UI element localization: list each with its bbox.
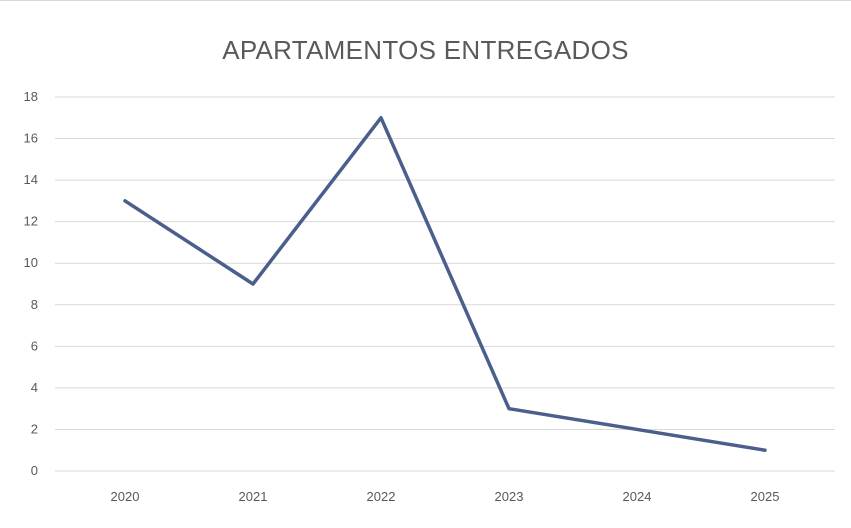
y-tick-label: 18 bbox=[24, 89, 38, 104]
y-tick-label: 6 bbox=[31, 338, 38, 353]
y-tick-label: 0 bbox=[31, 463, 38, 478]
y-tick-label: 16 bbox=[24, 131, 38, 146]
y-tick-label: 10 bbox=[24, 255, 38, 270]
x-tick-label: 2025 bbox=[751, 489, 780, 504]
series-line-0 bbox=[125, 118, 765, 450]
x-tick-label: 2022 bbox=[367, 489, 396, 504]
x-tick-label: 2020 bbox=[111, 489, 140, 504]
y-tick-label: 12 bbox=[24, 214, 38, 229]
y-tick-label: 14 bbox=[24, 172, 38, 187]
x-tick-label: 2024 bbox=[623, 489, 652, 504]
y-tick-label: 4 bbox=[31, 380, 38, 395]
x-tick-label: 2021 bbox=[239, 489, 268, 504]
y-tick-label: 2 bbox=[31, 421, 38, 436]
y-tick-label: 8 bbox=[31, 297, 38, 312]
x-tick-label: 2023 bbox=[495, 489, 524, 504]
